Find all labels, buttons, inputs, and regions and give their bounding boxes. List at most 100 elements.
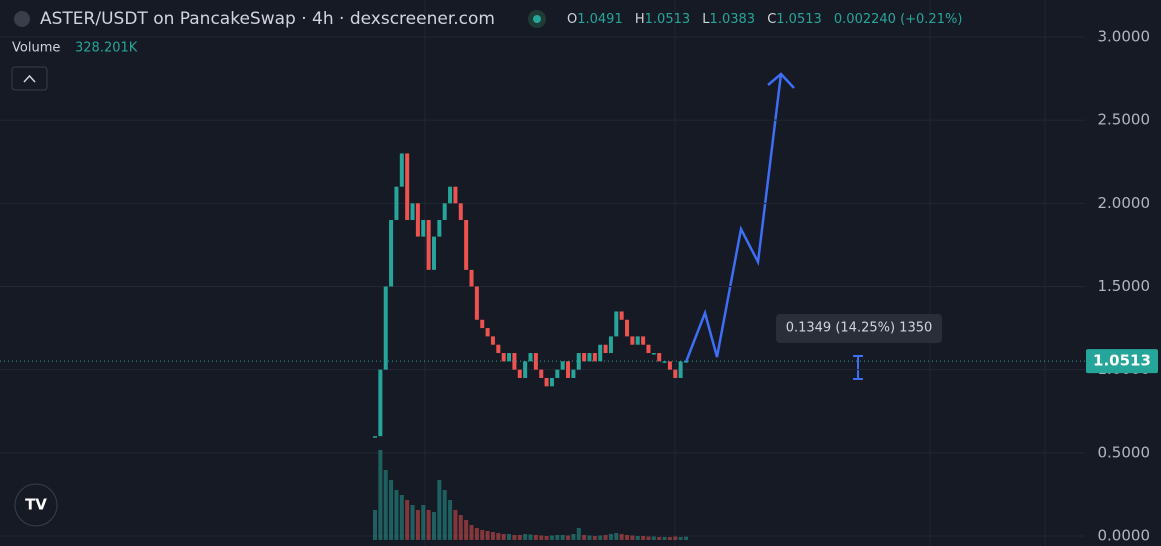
volume-bar	[539, 535, 544, 540]
tv-logo[interactable]	[14, 483, 58, 527]
volume-bar	[394, 490, 399, 540]
candle	[576, 353, 581, 370]
status-dot	[533, 15, 541, 23]
volume-bar	[571, 534, 576, 540]
candle	[539, 369, 544, 378]
volume-bar	[378, 450, 383, 540]
volume-bar	[383, 470, 388, 540]
volume-bar	[566, 535, 571, 540]
volume-bar	[657, 537, 662, 540]
candle	[421, 219, 426, 237]
candle	[464, 219, 469, 270]
volume-bar	[405, 500, 410, 540]
volume-bar	[646, 536, 651, 540]
candle	[437, 219, 442, 237]
collapse-button[interactable]	[11, 66, 48, 91]
last-price-text: 1.0513	[1093, 352, 1151, 370]
volume-bar	[673, 536, 678, 540]
volume-bar	[507, 534, 512, 540]
volume-bar	[431, 512, 436, 540]
y-tick-label: 0.0000	[1098, 527, 1151, 545]
volume-bar	[501, 534, 506, 540]
candle	[394, 186, 399, 220]
volume-bar	[399, 495, 404, 540]
volume-bar	[442, 490, 447, 540]
candle	[555, 369, 560, 378]
volume-bar	[517, 535, 522, 540]
candle	[544, 377, 549, 387]
volume-bar	[641, 536, 646, 540]
symbol-icon	[14, 11, 30, 27]
candle	[673, 369, 678, 378]
candle	[453, 186, 458, 204]
candle	[625, 319, 630, 337]
volume-bar	[576, 528, 581, 540]
vertical-grid	[424, 0, 1046, 546]
drawing-path	[684, 72, 795, 363]
volume-bar	[437, 480, 442, 540]
volume-bar	[560, 535, 565, 540]
volume-bar	[625, 535, 630, 540]
collapse-icon	[23, 74, 36, 83]
volume-bar	[533, 535, 538, 540]
volume-bar	[528, 534, 533, 540]
y-tick-label: 1.5000	[1098, 277, 1151, 295]
volume-bar	[485, 531, 490, 540]
volume-bar	[469, 525, 474, 540]
volume-bar	[678, 537, 683, 540]
candle	[378, 369, 383, 437]
measure-text: 0.1349 (14.25%) 1350	[786, 321, 933, 336]
candle	[431, 236, 436, 270]
candle	[426, 219, 431, 270]
candle	[549, 377, 554, 387]
candle	[630, 336, 635, 345]
volume-bar	[426, 510, 431, 540]
tv-logo-text: TV	[25, 496, 47, 514]
volume-bar	[592, 536, 597, 540]
volume-bar	[614, 533, 619, 540]
volume-bar	[608, 534, 613, 540]
candle	[448, 186, 453, 204]
volume-bar	[448, 500, 453, 540]
volume-bar	[389, 480, 394, 540]
candle	[485, 328, 490, 337]
candle	[587, 353, 592, 362]
candle	[684, 361, 688, 363]
y-tick-label: 2.0000	[1098, 194, 1151, 212]
candle	[373, 436, 377, 438]
candle	[635, 336, 640, 345]
last-price-box	[1086, 349, 1158, 374]
y-tick-label: 3.0000	[1098, 28, 1151, 46]
candle	[566, 361, 571, 378]
candle	[528, 353, 533, 362]
candle	[389, 219, 394, 287]
volume-bar	[474, 528, 479, 540]
candle	[592, 353, 597, 362]
candle	[582, 353, 587, 362]
volume-bar	[512, 535, 517, 540]
volume-bar	[421, 505, 426, 540]
volume-bar	[523, 534, 528, 540]
candle	[523, 361, 528, 378]
volume-bar	[619, 534, 624, 540]
volume-bar	[490, 532, 495, 540]
candle	[608, 336, 613, 354]
volume-bar	[598, 535, 603, 540]
candle	[619, 311, 624, 320]
candle	[571, 369, 576, 378]
volume-value: 328.201K	[75, 41, 138, 56]
candle	[383, 286, 388, 370]
volume-bar	[480, 530, 485, 540]
candle	[662, 361, 667, 363]
candle	[678, 361, 683, 378]
volume-bar	[373, 510, 377, 540]
candle	[646, 344, 651, 354]
candle	[405, 153, 410, 220]
volume-bar	[635, 536, 640, 540]
ohlc: O1.0491 H1.0513 L1.0383 C1.0513 0.002240…	[567, 12, 962, 27]
candle	[410, 203, 415, 220]
volume-bar	[496, 533, 501, 540]
volume-bar	[544, 536, 549, 540]
candle	[517, 369, 522, 378]
